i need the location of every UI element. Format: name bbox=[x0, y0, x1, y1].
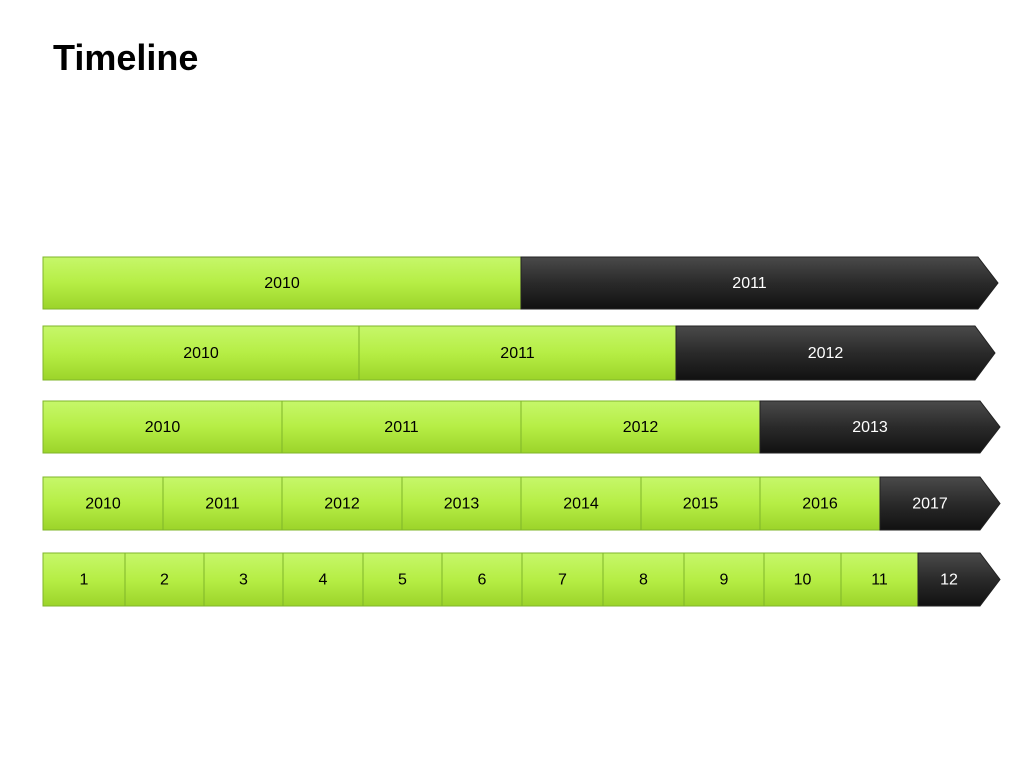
segment-label: 7 bbox=[558, 572, 567, 589]
timeline-segment bbox=[281, 476, 403, 531]
timeline-segment bbox=[162, 476, 283, 531]
timeline-arrow bbox=[520, 256, 999, 310]
timeline-segment bbox=[358, 325, 677, 381]
timeline-segment bbox=[42, 256, 522, 310]
segment-label: 2011 bbox=[732, 275, 767, 292]
timeline-segment bbox=[840, 552, 919, 607]
segment-label: 2011 bbox=[205, 496, 240, 513]
segment-label: 2012 bbox=[808, 345, 844, 362]
segment-label: 10 bbox=[794, 572, 812, 589]
segment-label: 2013 bbox=[852, 419, 888, 436]
timeline-arrow bbox=[675, 325, 996, 381]
timeline-segment bbox=[42, 325, 360, 381]
segment-label: 2012 bbox=[623, 419, 659, 436]
segment-label: 2016 bbox=[802, 496, 838, 513]
timeline-segment bbox=[203, 552, 284, 607]
segment-label: 12 bbox=[940, 572, 958, 589]
timeline-arrow bbox=[759, 400, 1001, 454]
timeline-segment bbox=[281, 400, 522, 454]
segment-label: 3 bbox=[239, 572, 248, 589]
timeline-segment bbox=[520, 476, 642, 531]
segment-label: 2010 bbox=[183, 345, 219, 362]
segment-label: 4 bbox=[319, 572, 328, 589]
segment-label: 2017 bbox=[912, 496, 948, 513]
segment-label: 2010 bbox=[145, 419, 181, 436]
segment-label: 2010 bbox=[85, 496, 121, 513]
timeline-segment bbox=[441, 552, 523, 607]
timeline-segment bbox=[362, 552, 443, 607]
segment-label: 2010 bbox=[264, 275, 300, 292]
timeline-segment bbox=[640, 476, 761, 531]
timeline-segment bbox=[124, 552, 205, 607]
segment-label: 2011 bbox=[500, 345, 535, 362]
segment-label: 5 bbox=[398, 572, 407, 589]
title: Timeline bbox=[53, 37, 198, 78]
timeline-segment bbox=[759, 476, 881, 531]
segment-label: 11 bbox=[871, 572, 888, 589]
timeline-segment bbox=[42, 476, 164, 531]
segment-label: 8 bbox=[639, 572, 648, 589]
segment-label: 2011 bbox=[384, 419, 419, 436]
segment-label: 2 bbox=[160, 572, 169, 589]
timeline-segment bbox=[602, 552, 685, 607]
timeline-segment bbox=[521, 552, 604, 607]
timeline-segment bbox=[683, 552, 765, 607]
segment-label: 2012 bbox=[324, 496, 360, 513]
segment-label: 1 bbox=[80, 572, 89, 589]
segment-label: 9 bbox=[720, 572, 729, 589]
timeline-arrow bbox=[879, 476, 1001, 531]
segment-label: 2013 bbox=[444, 496, 480, 513]
segment-label: 2014 bbox=[563, 496, 599, 513]
segment-label: 6 bbox=[478, 572, 487, 589]
timeline-segment bbox=[42, 552, 126, 607]
segment-label: 2015 bbox=[683, 496, 719, 513]
timeline-arrow bbox=[917, 552, 1001, 607]
